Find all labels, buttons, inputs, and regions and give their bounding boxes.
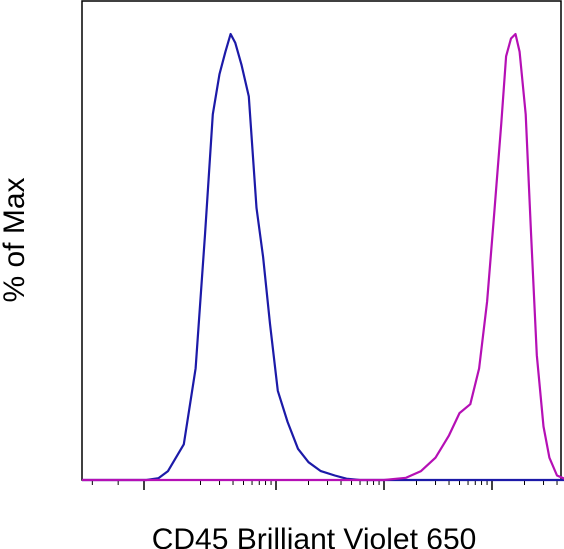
x-axis-label: CD45 Brilliant Violet 650 (152, 523, 477, 549)
series-layer (82, 32, 564, 482)
x-axis-ticks (91, 480, 558, 490)
y-axis-label: % of Max (0, 177, 31, 302)
plot-frame (81, 0, 562, 481)
series-line-2 (82, 32, 564, 482)
series-line-1 (82, 32, 564, 482)
